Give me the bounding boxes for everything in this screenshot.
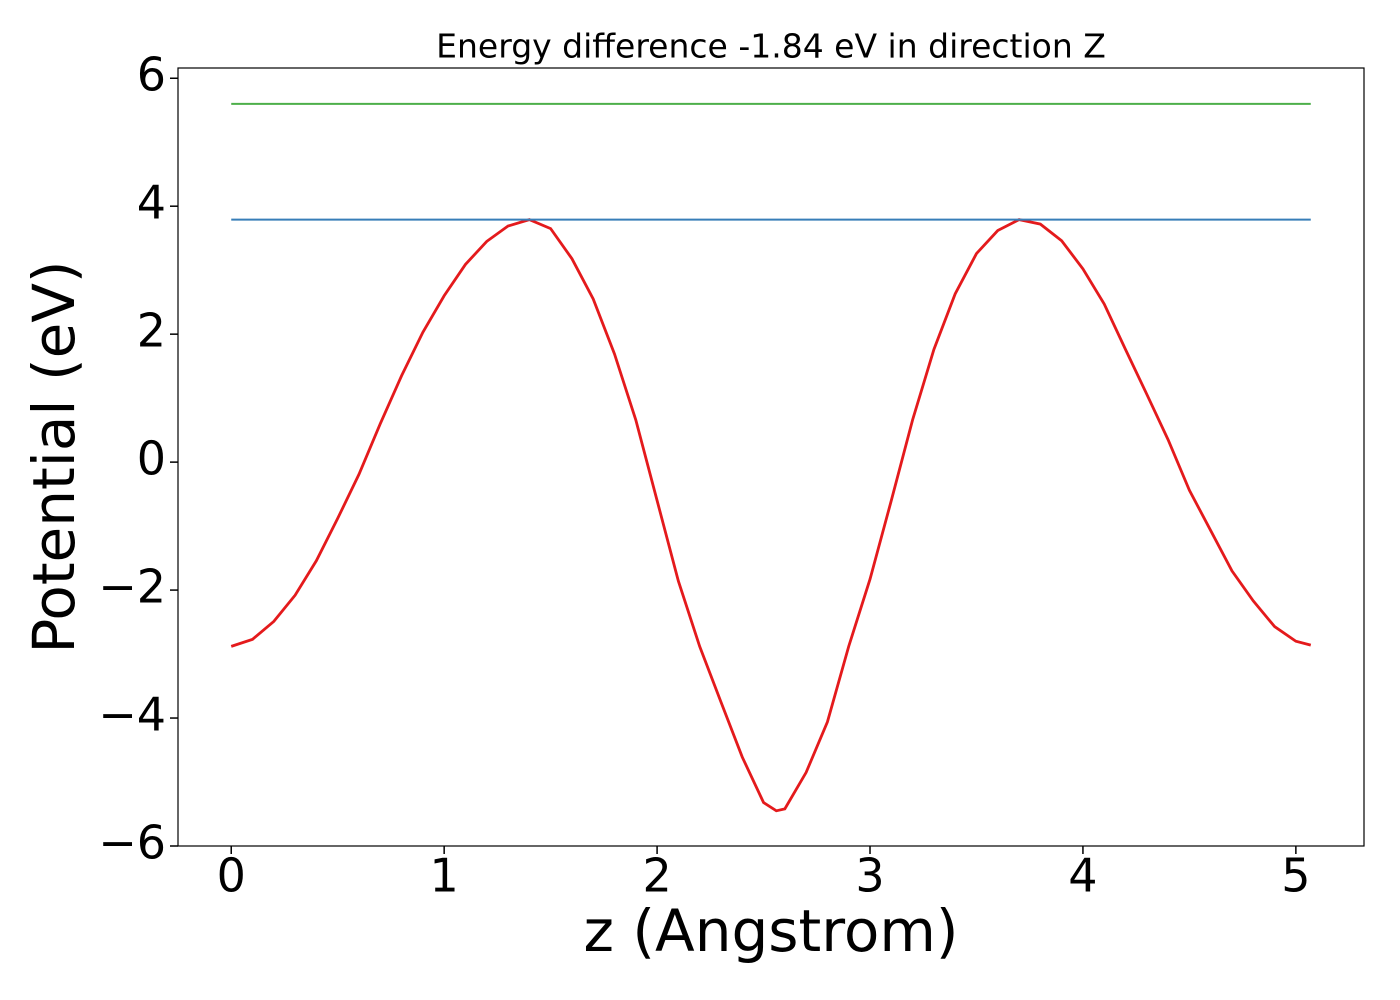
y-tick-label: −6 xyxy=(98,816,166,870)
x-tick-label: 3 xyxy=(855,849,884,903)
x-tick-label: 4 xyxy=(1068,849,1097,903)
y-tick-label: 4 xyxy=(137,176,166,230)
y-tick-label: 0 xyxy=(137,432,166,486)
y-tick-label: 2 xyxy=(137,304,166,358)
x-tick-label: 0 xyxy=(217,849,246,903)
plot-frame xyxy=(177,67,1365,847)
chart-title: Energy difference -1.84 eV in direction … xyxy=(436,27,1106,66)
y-axis-label: Potential (eV) xyxy=(20,260,88,653)
x-tick-label: 1 xyxy=(430,849,459,903)
data-line xyxy=(230,218,1312,813)
x-axis-label: z (Angstrom) xyxy=(584,897,959,965)
x-tick-label: 2 xyxy=(642,849,671,903)
y-tick-label: −4 xyxy=(98,688,166,742)
y-tick-label: −2 xyxy=(98,560,166,614)
y-tick-label: 6 xyxy=(137,48,166,102)
x-tick-label: 5 xyxy=(1281,849,1310,903)
